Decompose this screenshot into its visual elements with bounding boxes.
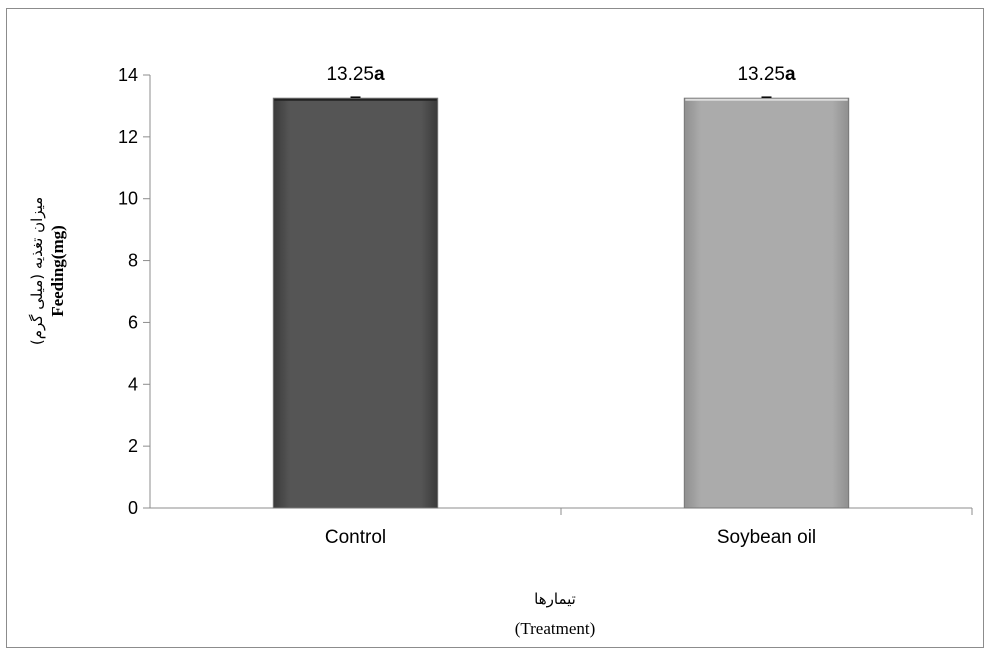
y-tick-label: 4	[128, 374, 138, 394]
y-tick-label: 10	[118, 189, 138, 209]
y-tick-label: 8	[128, 251, 138, 271]
bar-control	[272, 97, 439, 509]
x-category-label: Control	[325, 527, 386, 548]
data-label: 13.25a	[737, 64, 796, 85]
bar-soybean-oil	[683, 97, 850, 509]
x-axis-title-fa: تیمارها	[534, 590, 576, 608]
data-label: 13.25a	[326, 64, 385, 85]
x-axis-title-en: (Treatment)	[515, 619, 596, 638]
y-tick-label: 2	[128, 436, 138, 456]
x-category-label: Soybean oil	[717, 527, 816, 548]
y-tick-label: 6	[128, 312, 138, 332]
y-axis-title-en: Feeding(mg)	[48, 225, 67, 317]
y-tick-label: 12	[118, 127, 138, 147]
y-tick-label: 0	[128, 498, 138, 518]
y-tick-label: 14	[118, 65, 138, 85]
y-axis-title-fa: میزان تغذیه (میلی گرم)	[28, 197, 46, 345]
